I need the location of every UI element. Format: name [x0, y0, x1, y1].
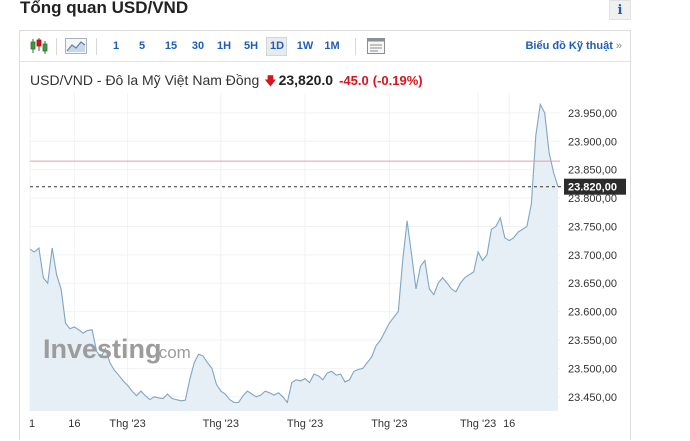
y-axis-tick-label: 23.650,00 [568, 278, 617, 290]
x-axis-tick-label: 16 [503, 418, 515, 430]
range-1w-button[interactable]: 1W [296, 40, 314, 52]
technical-chart-label: Biểu đồ Kỹ thuật [525, 40, 613, 52]
x-axis-tick-label: Thg '23 [287, 418, 323, 430]
price-change: -45.0 [339, 73, 369, 88]
price-chart[interactable]: Investing .com 23.950,00 23.900,00 23.850,… [20, 31, 632, 441]
range-5min-button[interactable]: 5 [138, 40, 146, 52]
toolbar-divider [96, 38, 97, 55]
range-1m-button[interactable]: 1M [324, 40, 340, 52]
range-1d-button[interactable]: 1D [266, 37, 287, 56]
range-1h-button[interactable]: 1H [217, 40, 232, 52]
down-arrow-icon: 🡇 [264, 74, 277, 88]
x-axis-tick-label: Thg '23 [371, 418, 407, 430]
y-axis-tick-label: 23.550,00 [568, 335, 617, 347]
indicator-panel-icon[interactable] [365, 36, 387, 56]
range-1min-button[interactable]: 1 [112, 40, 120, 52]
page-title: Tổng quan USD/VND [20, 0, 189, 17]
y-axis-tick-label: 23.800,00 [568, 193, 617, 205]
price-change-percent: (-0.19%) [372, 73, 423, 88]
current-price-label: 23.820,00 [568, 182, 617, 194]
logo-domain: .com [154, 343, 191, 362]
candlestick-chart-icon[interactable] [28, 36, 50, 56]
toolbar-divider [56, 38, 57, 55]
toolbar-divider [355, 38, 356, 55]
y-axis-tick-label: 23.600,00 [568, 307, 617, 319]
y-axis-tick-label: 23.950,00 [568, 108, 617, 120]
y-axis-tick-label: 23.500,00 [568, 363, 617, 375]
info-button[interactable]: i [609, 0, 631, 20]
y-axis-tick-label: 23.750,00 [568, 221, 617, 233]
logo-brand: Investing [43, 334, 162, 364]
chevron-right-icon: » [615, 40, 622, 52]
x-axis-tick-label: 16 [68, 418, 80, 430]
quote-header: USD/VND - Đô la Mỹ Việt Nam Đồng 🡇 23,820.… [30, 72, 423, 93]
range-5h-button[interactable]: 5H [244, 40, 259, 52]
y-axis-tick-label: 23.700,00 [568, 250, 617, 262]
instrument-name: USD/VND - Đô la Mỹ Việt Nam Đồng [30, 72, 260, 88]
current-price-tag: 23.820,00 [564, 178, 626, 195]
x-axis-tick-label: 1 [29, 418, 35, 430]
range-30min-button[interactable]: 30 [191, 40, 205, 52]
price-area-fill [30, 104, 558, 412]
chart-toolbar: 1 5 15 30 1H 5H 1D 1W 1M Biểu đồ Kỹ thuậ… [20, 31, 630, 62]
x-axis-tick-label: Thg '23 [109, 418, 145, 430]
area-chart-icon[interactable] [64, 36, 88, 56]
last-price: 23,820.0 [278, 72, 334, 88]
range-15min-button[interactable]: 15 [164, 40, 178, 52]
y-axis-tick-label: 23.450,00 [568, 392, 617, 404]
x-axis-tick-label: Thg '23 [203, 418, 239, 430]
chart-widget: 1 5 15 30 1H 5H 1D 1W 1M Biểu đồ Kỹ thuậ… [19, 30, 631, 440]
y-axis-tick-label: 23.900,00 [568, 136, 617, 148]
price-line [29, 102, 559, 404]
technical-chart-link[interactable]: Biểu đồ Kỹ thuật» [525, 37, 622, 56]
investing-logo: Investing .com [43, 334, 191, 364]
y-axis-tick-label: 23.850,00 [568, 165, 617, 177]
x-axis-tick-label: Thg '23 [460, 418, 496, 430]
